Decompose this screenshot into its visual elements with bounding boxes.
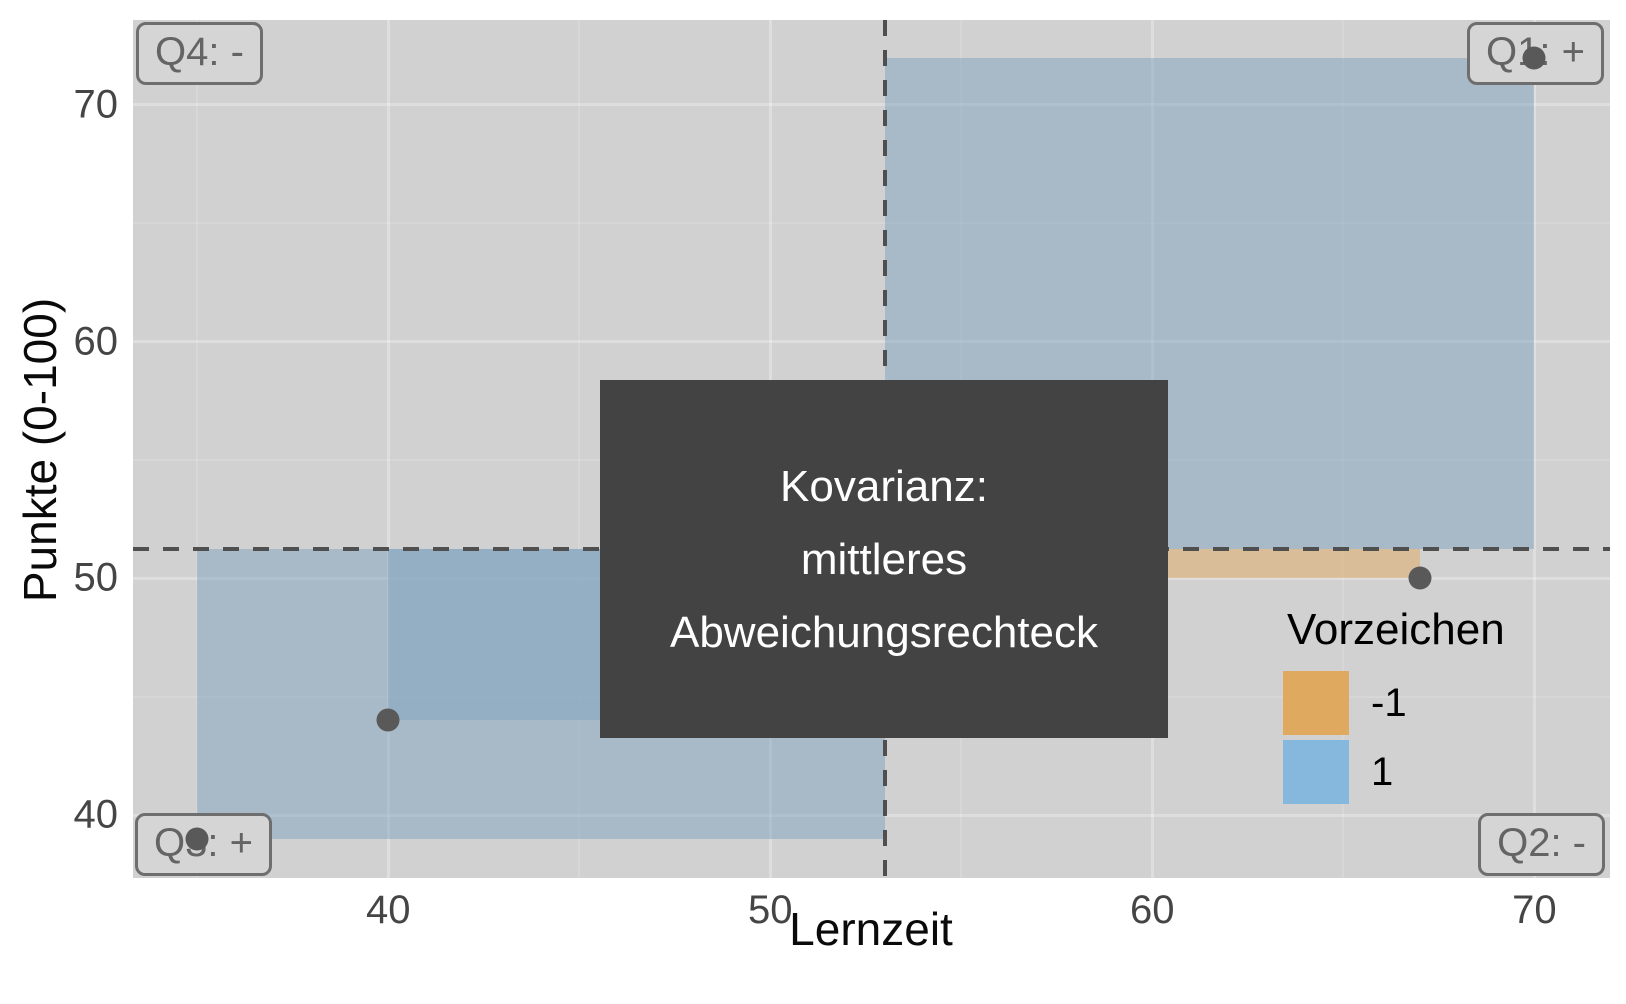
data-point: [376, 708, 400, 732]
gridline-y-major: [133, 103, 1610, 107]
gridline-x-minor: [578, 20, 581, 878]
quadrant-label-q4: Q4: -: [136, 22, 263, 85]
data-point: [185, 827, 209, 851]
gridline-x-major: [386, 20, 390, 878]
legend-item-positive: 1: [1283, 740, 1505, 804]
legend-swatch-negative-icon: [1283, 671, 1349, 735]
legend: Vorzeichen -1 1: [1283, 605, 1505, 809]
quadrant-label-q2: Q2: -: [1478, 813, 1605, 876]
gridline-x-minor: [196, 20, 199, 878]
x-tick-label: 60: [1130, 888, 1175, 932]
gridline-x-major: [1532, 20, 1536, 878]
legend-title: Vorzeichen: [1287, 605, 1505, 654]
data-point: [1408, 566, 1432, 590]
y-tick-label: 40: [73, 792, 119, 837]
legend-item-negative: -1: [1283, 671, 1505, 735]
y-tick-label: 50: [73, 555, 119, 600]
gridline-y-minor: [133, 222, 1610, 225]
legend-label-positive: 1: [1371, 749, 1394, 794]
annotation-line-2: mittleres: [800, 534, 968, 584]
x-axis-title: Lernzeit: [789, 903, 953, 955]
y-tick-label: 70: [73, 82, 119, 127]
covariance-annotation-box: Kovarianz: mittleres Abweichungsrechteck: [600, 380, 1168, 738]
data-point: [1522, 46, 1546, 70]
annotation-line-1: Kovarianz:: [780, 461, 988, 511]
gridline-y-major: [133, 340, 1610, 344]
legend-label-negative: -1: [1371, 680, 1407, 725]
annotation-line-3: Abweichungsrechteck: [669, 607, 1098, 657]
x-tick-label: 70: [1512, 888, 1557, 932]
legend-swatch-positive-icon: [1283, 740, 1349, 804]
y-tick-label: 60: [73, 319, 119, 364]
x-tick-label: 50: [748, 888, 793, 932]
x-tick-label: 40: [365, 888, 411, 932]
plot-panel: Q4: - Q1: + Q3: + Q2: - Vorzeichen -1 1 …: [133, 20, 1610, 878]
